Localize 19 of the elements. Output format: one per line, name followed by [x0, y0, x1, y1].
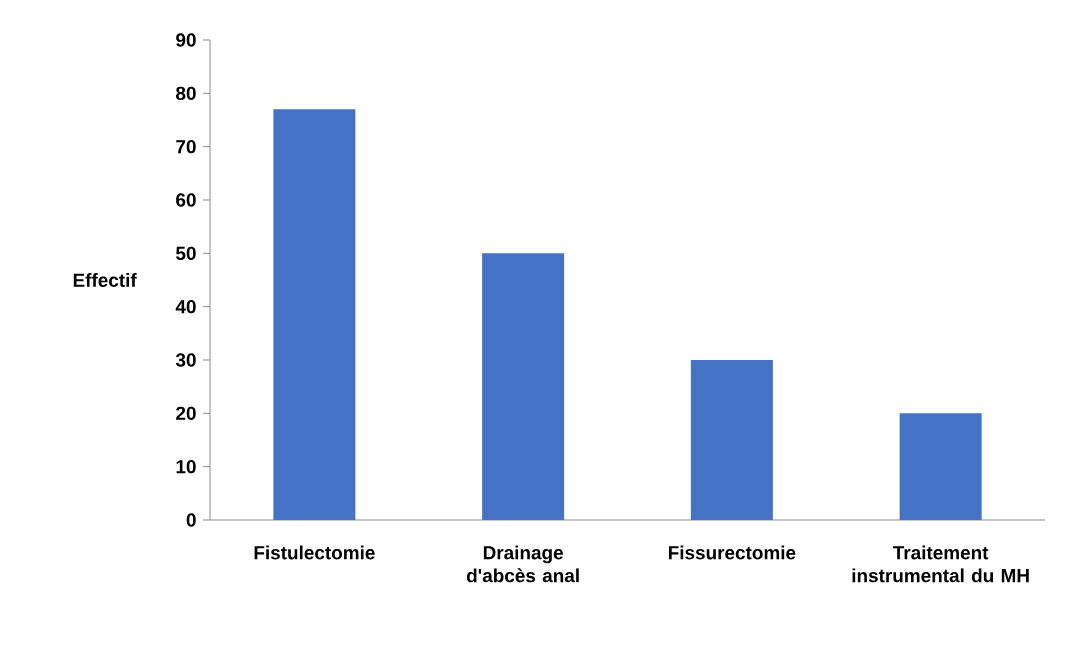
y-tick-label: 0	[186, 513, 196, 527]
bar	[690, 360, 773, 520]
y-tick-label: 40	[175, 299, 196, 314]
y-tick-label: 20	[176, 406, 196, 421]
y-tick-label: 90	[176, 33, 196, 47]
y-tick-label: 70	[176, 139, 196, 154]
bar	[482, 253, 565, 520]
bar	[899, 413, 982, 520]
x-tick-label: Fissurectomie	[668, 545, 796, 560]
y-axis-title: Effectif	[73, 273, 137, 287]
y-tick-label: 50	[176, 246, 196, 261]
x-tick-label: Drainage d'abcès anal	[466, 545, 579, 583]
y-tick-label: 80	[176, 86, 196, 101]
y-tick-label: 30	[175, 353, 196, 367]
x-tick-label: Traitement instrumental du MH	[852, 545, 1029, 583]
y-tick-label: 60	[176, 193, 196, 207]
x-tick-label: Fistulectomie	[254, 545, 375, 560]
y-tick-label: 10	[176, 459, 196, 474]
bar	[273, 109, 356, 520]
